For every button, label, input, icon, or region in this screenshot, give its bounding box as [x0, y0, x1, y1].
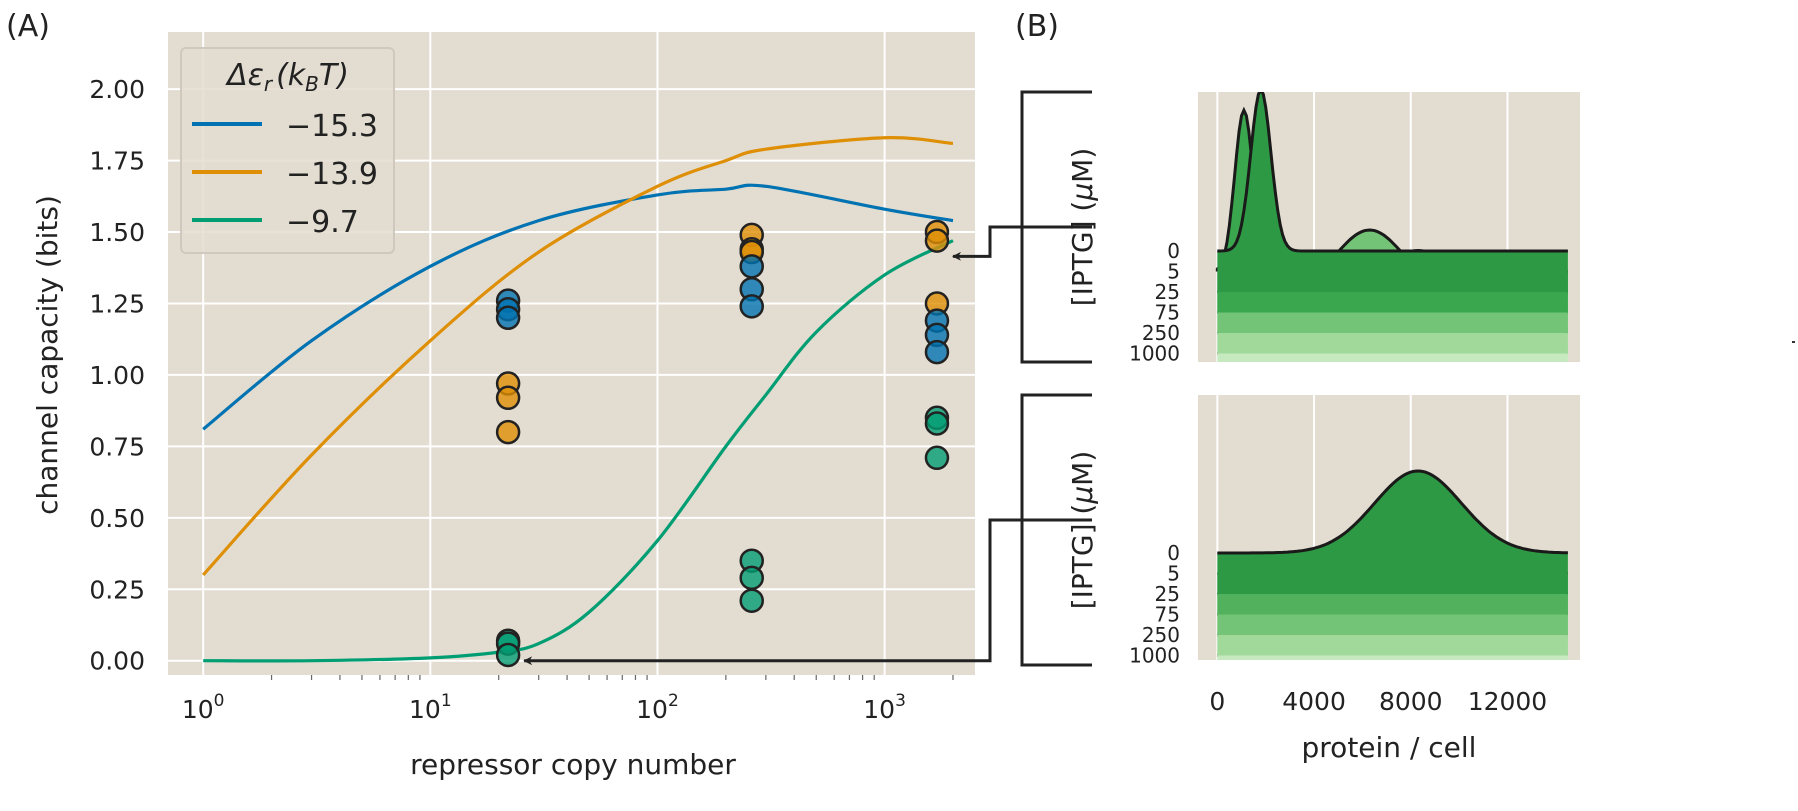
iptg-tick-label: 25	[1155, 582, 1180, 606]
legend-title: Δεr (kBT)	[225, 58, 349, 96]
b-x-axis-label: protein / cell	[1302, 731, 1477, 764]
b-top-y-label: [IPTG] (μM)	[1066, 148, 1099, 307]
y-tick-label: 0.00	[89, 647, 145, 676]
iptg-tick-label: 1000	[1129, 342, 1180, 366]
measurement-point	[924, 339, 950, 365]
ridges-bottom	[1217, 469, 1569, 660]
y-tick-label: 0.50	[89, 504, 145, 533]
ticks-a: 100 101 102 103 0.00 0.25 0.50 0.75 1.00 1.25 1.50…	[89, 75, 954, 724]
x-tick-label: 100	[182, 691, 225, 724]
b-x-tick-label: 8000	[1379, 687, 1443, 716]
y-tick-label: 0.25	[89, 575, 145, 604]
connector-arrows	[523, 225, 1092, 666]
measurement-point	[924, 411, 950, 436]
iptg-tick-label: 1000	[1129, 644, 1180, 668]
legend: Δεr (kBT) −15.3 −13.9 −9.7	[180, 47, 395, 254]
measurement-point	[495, 385, 521, 411]
y-tick-label: 0.75	[89, 432, 145, 461]
iptg-tick-label: 250	[1142, 623, 1180, 647]
b-x-tick-label: 4000	[1282, 687, 1346, 716]
panel-a-chart: 100 101 102 103 0.00 0.25 0.50 0.75 1.00 1.25 1.50…	[31, 32, 975, 781]
b-x-tick-label: 12000	[1468, 687, 1548, 716]
arrow-to-high-point	[952, 225, 1092, 261]
measurement-point	[924, 445, 950, 471]
measurement-point	[495, 642, 521, 668]
measurement-point	[495, 305, 521, 331]
b-x-tick-label: 0	[1209, 687, 1225, 716]
series-line-3	[203, 239, 954, 663]
legend-entry-label: −9.7	[286, 205, 359, 240]
iptg-tick-label: 5	[1167, 562, 1180, 586]
legend-entry-label: −15.3	[286, 109, 378, 144]
ridges-top	[1215, 92, 1569, 362]
distribution-curve	[1217, 92, 1568, 253]
x-tick-label: 101	[409, 691, 452, 724]
iptg-tick-label: 75	[1155, 301, 1180, 325]
measurement-point	[924, 228, 950, 253]
y-tick-label: 1.75	[89, 147, 145, 176]
legend-entry-label: −13.9	[286, 157, 378, 192]
y-tick-label: 1.50	[89, 218, 145, 247]
iptg-tick-label: 250	[1142, 321, 1180, 345]
panel-a-label: (A)	[6, 9, 50, 44]
bracket-bottom	[1020, 393, 1092, 667]
iptg-tick-label: 0	[1167, 239, 1180, 263]
measurement-point	[739, 588, 764, 613]
y-axis-label: channel capacity (bits)	[31, 195, 64, 515]
measurement-point	[739, 294, 764, 319]
y-tick-label: 2.00	[89, 75, 145, 104]
iptg-tick-label: 5	[1167, 260, 1180, 284]
edge-mark	[1792, 341, 1795, 343]
y-tick-label: 1.25	[89, 289, 145, 318]
y-tick-label: 1.00	[89, 361, 145, 390]
series-lines	[201, 136, 954, 663]
measurement-point	[495, 419, 521, 445]
series-line-2	[201, 136, 954, 577]
measurement-point	[739, 254, 764, 279]
x-axis-label: repressor copy number	[410, 748, 736, 781]
iptg-tick-label: 0	[1167, 541, 1180, 565]
arrow-to-low-point	[523, 518, 1092, 666]
x-tick-label: 102	[636, 691, 679, 724]
measurement-point	[739, 565, 764, 591]
b-bottom-y-label: [IPTG] (μM)	[1066, 451, 1099, 610]
measurement-points	[495, 219, 950, 668]
x-tick-label: 103	[863, 691, 906, 724]
bracket-top	[1020, 90, 1092, 364]
distribution-curve	[1217, 469, 1568, 555]
panel-b-label: (B)	[1015, 9, 1059, 44]
legend-box	[180, 47, 395, 254]
iptg-tick-label: 25	[1155, 280, 1180, 304]
iptg-tick-label: 75	[1155, 603, 1180, 627]
distribution-fill	[1217, 471, 1568, 594]
